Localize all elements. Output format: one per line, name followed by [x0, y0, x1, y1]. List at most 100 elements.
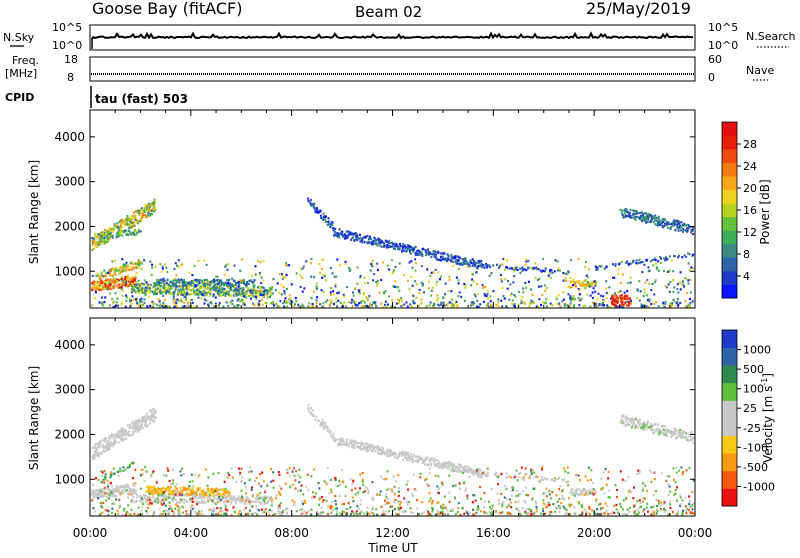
echo-cell-2816: [686, 292, 688, 294]
echo-cell-477: [100, 278, 102, 280]
echo-cell-2283: [630, 300, 632, 302]
echo-cell-1842: [526, 508, 528, 510]
echo-cell-204: [141, 422, 143, 424]
echo-cell-2156: [165, 284, 167, 286]
echo-cell-1056: [382, 447, 384, 449]
echo-cell-1822: [327, 467, 329, 469]
echo-cell-2185: [489, 275, 491, 277]
echo-cell-2192: [649, 270, 651, 272]
echo-cell-2555: [214, 284, 216, 286]
echo-cell-1329: [403, 250, 405, 252]
echo-cell-2469: [323, 274, 325, 276]
echo-cell-1198: [448, 467, 450, 469]
echo-cell-1283: [381, 246, 383, 248]
echo-cell-2494: [677, 283, 679, 285]
echo-cell-62: [104, 241, 106, 243]
echo-cell-556: [192, 489, 194, 491]
echo-cell-1891: [222, 282, 224, 284]
echo-cell-1393: [432, 250, 434, 252]
echo-cell-2552: [196, 305, 198, 307]
echo-cell-2729: [579, 293, 581, 295]
echo-cell-1643: [315, 492, 317, 494]
echo-cell-1790: [655, 490, 657, 492]
echo-cell-523: [122, 265, 124, 267]
echo-cell-483: [163, 487, 165, 489]
echo-cell-2053: [471, 278, 473, 280]
echo-cell-1105: [243, 279, 245, 281]
echo-cell-2876: [507, 288, 509, 290]
colorbar-tick-label-2: 12: [743, 226, 757, 239]
echo-cell-1545: [581, 493, 583, 495]
echo-cell-1050: [210, 283, 212, 285]
echo-cell-2350: [191, 274, 193, 276]
echo-cell-2128: [544, 284, 546, 286]
echo-cell-476: [98, 276, 100, 278]
echo-cell-2633: [391, 259, 393, 261]
echo-cell-2899: [594, 291, 596, 293]
echo-cell-1090: [398, 455, 400, 457]
echo-cell-657: [136, 500, 138, 502]
echo-cell-1869: [211, 500, 213, 502]
echo-cell-2660: [363, 300, 365, 302]
nsearch-top-label: 10^5: [708, 21, 738, 34]
echo-cell-1879: [655, 301, 657, 303]
echo-cell-2386: [646, 259, 648, 261]
echo-cell-2402: [101, 296, 103, 298]
echo-cell-1929: [388, 268, 390, 270]
echo-cell-2078: [646, 294, 648, 296]
echo-cell-2683: [116, 301, 118, 303]
echo-cell-2328: [617, 273, 619, 275]
echo-cell-2861: [156, 304, 158, 306]
echo-cell-321: [107, 492, 109, 494]
echo-cell-2829: [234, 265, 236, 267]
echo-cell-1542: [542, 270, 544, 272]
echo-cell-1205: [450, 462, 452, 464]
echo-cell-1697: [419, 476, 421, 478]
echo-cell-790: [213, 497, 215, 499]
echo-cell-1528: [521, 267, 523, 269]
echo-cell-1893: [225, 293, 227, 295]
echo-cell-1023: [191, 280, 193, 282]
echo-cell-1984: [262, 294, 264, 296]
echo-cell-2331: [578, 297, 580, 299]
echo-cell-2360: [170, 287, 172, 289]
echo-cell-1431: [450, 254, 452, 256]
echo-cell-2800: [92, 275, 94, 277]
echo-cell-829: [235, 502, 237, 504]
echo-cell-1944: [689, 279, 691, 281]
echo-cell-21: [96, 448, 98, 450]
echo-cell-2739: [145, 294, 147, 296]
echo-cell-123: [122, 219, 124, 221]
echo-cell-2649: [687, 279, 689, 281]
echo-cell-1804: [444, 513, 446, 515]
echo-cell-757: [196, 500, 198, 502]
echo-cell-2824: [132, 295, 134, 297]
echo-cell-1726: [259, 497, 261, 499]
echo-cell-1603: [689, 253, 691, 255]
echo-cell-817: [231, 495, 233, 497]
echo-cell-2338: [490, 300, 492, 302]
echo-cell-1571: [633, 260, 635, 262]
echo-cell-587: [205, 494, 207, 496]
echo-cell-609: [145, 286, 147, 288]
echo-cell-999: [360, 446, 362, 448]
echo-cell-2989: [611, 297, 613, 299]
echo-cell-99: [114, 440, 116, 442]
echo-cell-2648: [437, 271, 439, 273]
power-y-axis-label: Slant Range [km]: [27, 160, 41, 264]
echo-cell-2696: [315, 285, 317, 287]
echo-cell-1767: [407, 480, 409, 482]
echo-cell-1939: [436, 299, 438, 301]
echo-cell-2737: [211, 302, 213, 304]
echo-cell-1153: [426, 456, 428, 458]
echo-cell-2345: [514, 305, 516, 307]
echo-cell-1408: [440, 259, 442, 261]
echo-cell-912: [313, 415, 315, 417]
echo-cell-2050: [151, 264, 153, 266]
echo-cell-2077: [99, 281, 101, 283]
echo-cell-524: [179, 487, 181, 489]
echo-cell-896: [270, 496, 272, 498]
echo-cell-656: [136, 494, 138, 496]
echo-cell-1663: [111, 508, 113, 510]
